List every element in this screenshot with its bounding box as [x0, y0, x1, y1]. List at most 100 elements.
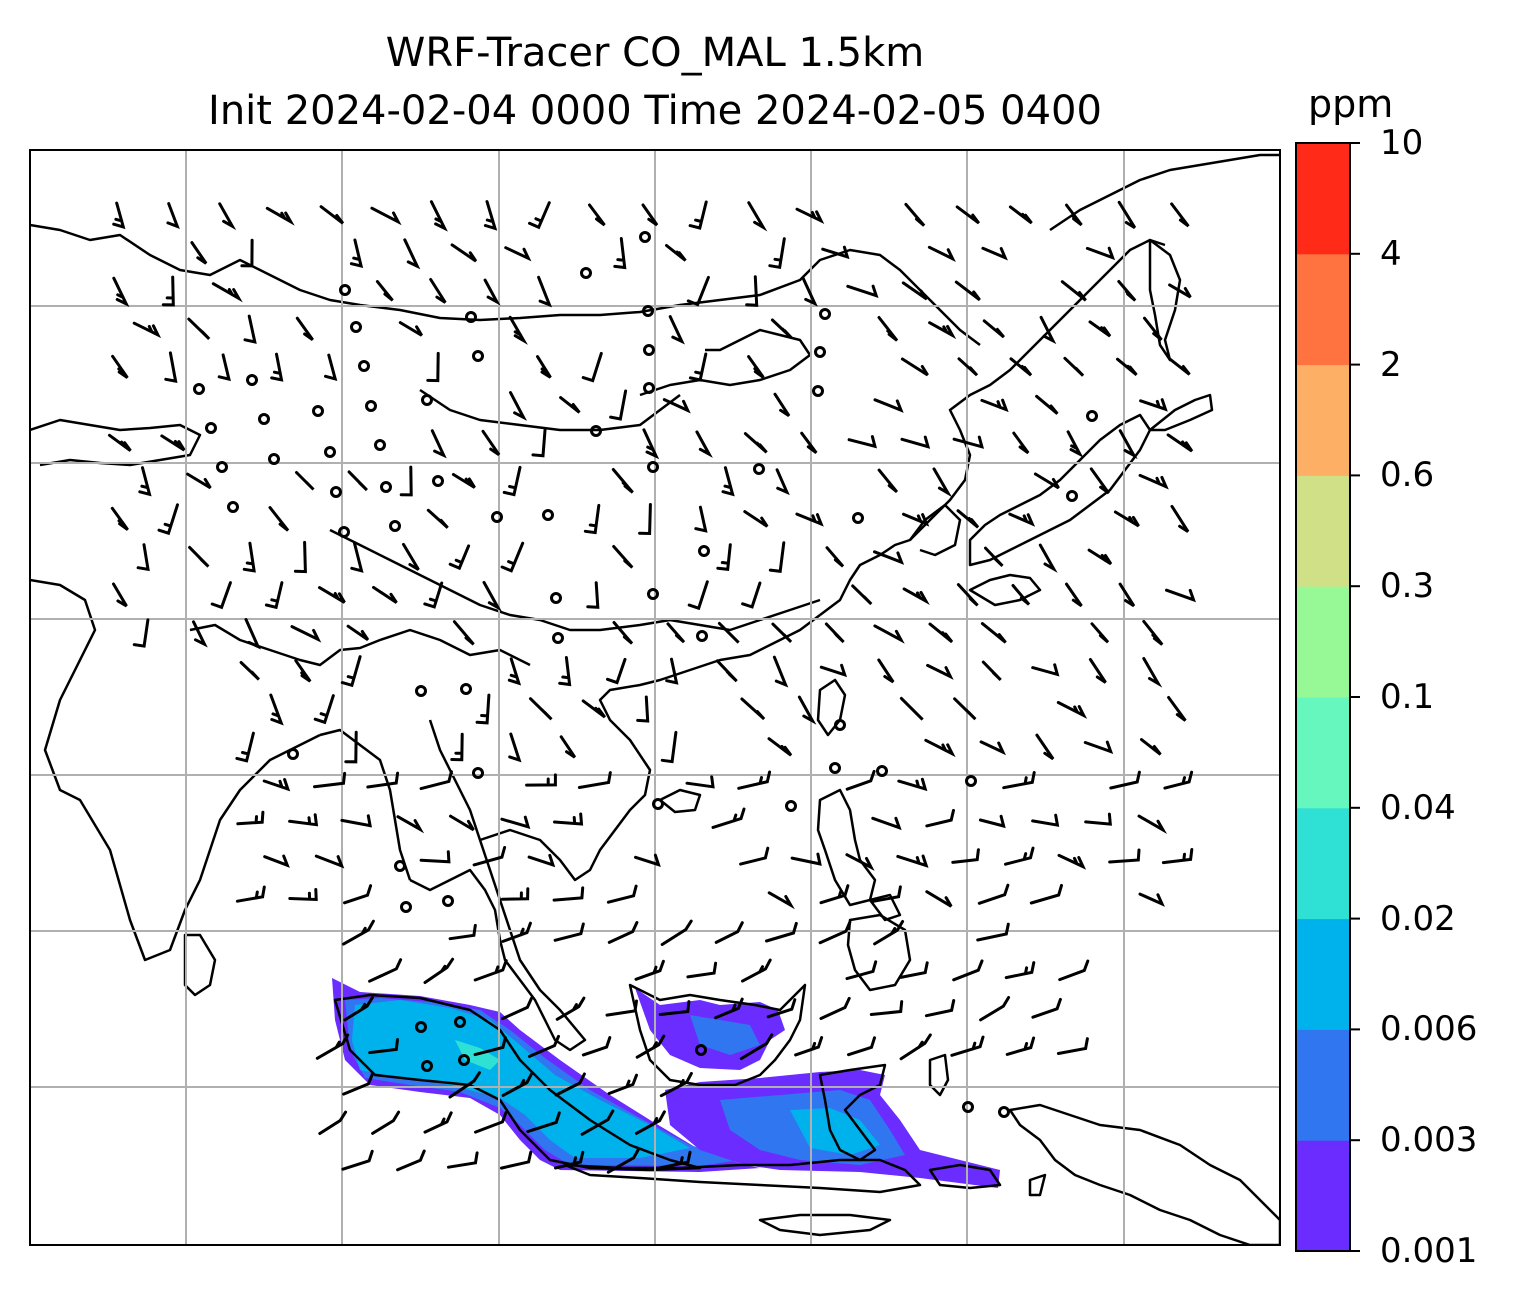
wind-barb [846, 284, 879, 299]
wind-barb [318, 586, 346, 604]
calm-wind-marker [365, 400, 377, 412]
wind-barb [851, 584, 873, 606]
wind-barb [611, 468, 634, 494]
calm-wind-marker [698, 545, 710, 557]
calm-wind-marker [647, 588, 659, 600]
wind-barb [340, 814, 372, 828]
wind-barb [429, 278, 447, 304]
wind-barb [956, 509, 980, 529]
calm-wind-marker [312, 405, 324, 417]
coastline-japan-main [968, 413, 1152, 567]
wind-barb [981, 246, 1008, 261]
calm-wind-marker [590, 425, 602, 437]
wind-barb [371, 1110, 401, 1135]
calm-wind-marker [324, 446, 336, 458]
wind-barb [634, 1110, 666, 1135]
wind-barb [818, 920, 852, 945]
wind-barb [739, 1033, 774, 1061]
wind-barb [1058, 959, 1090, 982]
wind-barb [1170, 504, 1190, 533]
wind-barb [581, 1036, 612, 1057]
wind-barb [448, 544, 471, 571]
wind-barb [717, 621, 740, 644]
wind-barb [499, 1150, 533, 1170]
wind-barb [396, 1149, 426, 1172]
wind-barb [526, 1111, 561, 1134]
wind-barb [553, 812, 584, 826]
wind-barb [978, 814, 1006, 829]
wind-barb [138, 466, 152, 497]
plot-title-line2: Init 2024-02-04 0000 Time 2024-02-05 040… [208, 88, 1102, 134]
wind-barb [1167, 696, 1187, 722]
wind-barb [638, 503, 652, 536]
wind-barb [1002, 771, 1036, 790]
wind-barb [768, 237, 786, 270]
wind-barb [952, 435, 985, 449]
wind-barb [187, 317, 211, 340]
wind-barb [642, 428, 660, 460]
wind-barb [981, 660, 1002, 681]
wind-barb [824, 622, 845, 644]
wind-barb [508, 315, 528, 345]
wind-barb [1066, 430, 1084, 458]
wind-barb [1029, 883, 1063, 905]
wind-barb [474, 1111, 508, 1134]
wind-barb [665, 657, 679, 685]
wind-barb [555, 996, 586, 1021]
calm-wind-marker [374, 439, 386, 451]
wind-barb [482, 580, 502, 612]
wind-barb [262, 778, 291, 792]
wind-barb [264, 581, 284, 610]
coastline-timor [1028, 1173, 1047, 1197]
wind-barb [982, 319, 1005, 339]
wind-barb [871, 816, 902, 831]
wind-barb [483, 278, 501, 306]
wind-barb [899, 1033, 932, 1061]
wind-barb [1085, 246, 1116, 261]
calm-wind-marker [812, 385, 824, 397]
calm-wind-marker [400, 901, 412, 913]
wind-barb [659, 1071, 693, 1098]
wind-barb [235, 885, 266, 903]
calm-wind-marker [472, 767, 484, 779]
calm-wind-marker [415, 685, 427, 697]
calm-wind-marker [852, 512, 864, 524]
colorbar-tick-label: 2 [1380, 344, 1402, 385]
wind-barb [924, 999, 956, 1018]
wind-barb [904, 202, 926, 227]
wind-barb [741, 958, 772, 983]
wind-barb [612, 621, 634, 645]
calm-wind-marker [330, 486, 342, 498]
calm-wind-marker [580, 267, 592, 279]
wind-barb [952, 959, 984, 982]
wind-barb [419, 770, 453, 791]
wind-barb [132, 321, 162, 339]
coastline-himalaya-arc [189, 623, 531, 667]
wind-barb [508, 732, 522, 763]
calm-wind-marker [834, 719, 846, 731]
wind-barb [873, 398, 904, 413]
wind-barb [375, 280, 394, 302]
wind-barb [190, 241, 208, 265]
wind-barb [737, 770, 772, 790]
colorbar-segment [1296, 1140, 1350, 1252]
coastline-hokkaido [1148, 393, 1214, 432]
wind-barb [1169, 358, 1191, 376]
wind-barb [1142, 657, 1163, 688]
wind-barb [399, 465, 413, 497]
wind-barb [928, 622, 954, 644]
calm-wind-marker [652, 798, 664, 810]
wind-barb [740, 697, 766, 721]
wind-barb [721, 466, 735, 497]
wind-barb [419, 850, 451, 864]
wind-barb [797, 695, 817, 725]
wind-barb [1090, 622, 1110, 644]
wind-barb [716, 543, 732, 571]
wind-barb [1168, 283, 1192, 299]
wind-barb [873, 550, 905, 565]
wind-barb [609, 389, 628, 421]
wind-barb [242, 541, 256, 573]
wind-barb [290, 625, 322, 643]
calm-wind-marker [350, 321, 362, 333]
wind-barb [1163, 770, 1194, 790]
